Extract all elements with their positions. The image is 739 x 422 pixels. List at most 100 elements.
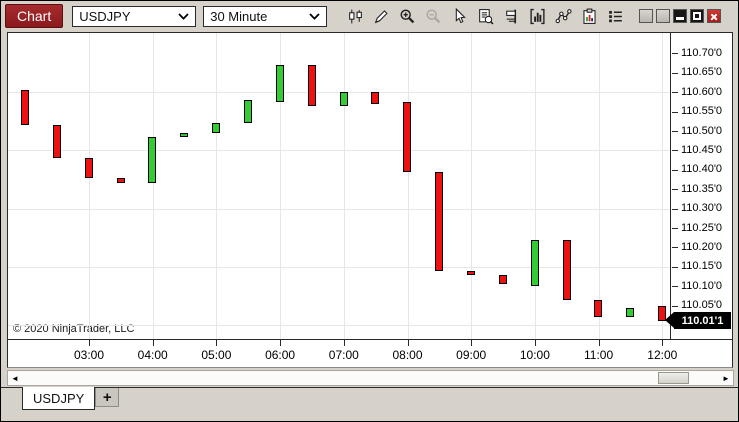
gridline-horizontal: [8, 325, 670, 326]
data-box-button[interactable]: [474, 5, 497, 28]
candle: [21, 90, 29, 126]
price-tick-label: 110.10'0: [681, 279, 723, 292]
close-button[interactable]: [707, 9, 721, 23]
window-extra-button-1[interactable]: [639, 9, 653, 23]
gridline-horizontal: [8, 208, 670, 210]
draw-button[interactable]: [370, 5, 393, 28]
scroll-left-arrow-icon[interactable]: ◄: [11, 373, 19, 383]
candle: [403, 101, 412, 172]
time-tick-mark: [534, 340, 536, 346]
price-tick-mark: [672, 208, 678, 210]
price-tick-label: 110.70'0: [681, 46, 723, 59]
horizontal-scrollbar: ◄ ►: [7, 370, 734, 386]
gridline-vertical: [152, 33, 154, 339]
tab-usdjpy[interactable]: USDJPY: [22, 387, 96, 410]
candle: [562, 239, 571, 300]
price-tick-label: 110.20'0: [681, 240, 723, 253]
time-tick-mark: [280, 340, 282, 346]
last-price-label: 110.01'1: [681, 314, 724, 327]
candle: [466, 270, 475, 276]
properties-button[interactable]: [604, 5, 627, 28]
gridline-vertical: [280, 33, 282, 339]
zoom-in-button[interactable]: [396, 5, 419, 28]
time-tick-label: 09:00: [456, 348, 487, 362]
indicators-icon: [529, 8, 546, 25]
price-tick-mark: [672, 189, 678, 191]
time-tick-label: 07:00: [328, 348, 359, 362]
time-tick-mark: [152, 340, 154, 346]
last-price-marker: 110.01'1: [665, 312, 731, 330]
add-tab-button[interactable]: +: [95, 388, 120, 407]
instrument-selector[interactable]: USDJPY: [72, 5, 197, 27]
cursor-icon: [451, 7, 468, 25]
gridline-horizontal: [8, 150, 670, 152]
scrollbar-thumb[interactable]: [658, 372, 689, 384]
time-tick-label: 04:00: [137, 348, 168, 362]
zoom-out-button[interactable]: [422, 5, 445, 28]
price-tick-label: 110.50'0: [681, 124, 723, 137]
candle: [52, 125, 61, 159]
time-tick-label: 06:00: [265, 348, 296, 362]
candle: [498, 274, 507, 285]
time-tick-mark: [343, 340, 345, 346]
interval-selector[interactable]: 30 Minute: [203, 5, 328, 27]
properties-icon: [607, 8, 624, 25]
toolbar-icons: [344, 5, 627, 28]
price-tick-mark: [672, 266, 678, 268]
candle: [594, 299, 603, 318]
price-plot[interactable]: © 2020 NinjaTrader, LLC: [8, 33, 671, 339]
price-tick-mark: [672, 92, 678, 94]
price-tick-label: 110.15'0: [681, 260, 723, 273]
strategies-button[interactable]: [578, 5, 601, 28]
zoom-in-icon: [399, 8, 416, 25]
time-tick-label: 10:00: [519, 348, 550, 362]
time-tick-mark: [407, 340, 409, 346]
time-tick-label: 11:00: [584, 348, 614, 362]
candle: [212, 123, 221, 133]
gridline-horizontal: [8, 266, 670, 268]
minimize-button[interactable]: [673, 9, 687, 23]
chart-trader-button[interactable]: [500, 5, 523, 28]
window-extra-button-2[interactable]: [656, 9, 670, 23]
price-tick-label: 110.55'0: [681, 105, 723, 118]
cursor-button[interactable]: [448, 5, 471, 28]
zoom-out-icon: [425, 8, 442, 25]
interval-value: 30 Minute: [210, 8, 268, 24]
scroll-right-arrow-icon[interactable]: ►: [722, 373, 730, 383]
time-tick-mark: [216, 340, 218, 346]
price-axis[interactable]: 110.01'1 110.70'0 110.65'0 110.60'0 110.55'…: [665, 33, 732, 339]
price-tick-label: 110.25'0: [681, 221, 723, 234]
price-tick-mark: [672, 247, 678, 249]
scrollbar-track[interactable]: [22, 371, 719, 385]
time-tick-label: 12:00: [647, 348, 678, 362]
candle: [84, 158, 93, 178]
price-tick-mark: [672, 53, 678, 55]
indicators-button[interactable]: [526, 5, 549, 28]
gridline-vertical: [598, 33, 600, 339]
price-tick-mark: [672, 305, 678, 307]
price-tick-label: 110.05'0: [681, 299, 723, 312]
chart-style-button[interactable]: [344, 5, 367, 28]
data-box-icon: [477, 8, 494, 25]
candle: [148, 136, 157, 184]
price-tick-mark: [672, 131, 678, 132]
price-tick-mark: [672, 228, 678, 229]
candle: [180, 132, 189, 137]
time-tick-mark: [89, 340, 90, 346]
gridline-vertical: [343, 33, 345, 339]
price-tick-label: 110.45'0: [681, 143, 723, 156]
drawing-tools-button[interactable]: [552, 5, 575, 28]
price-tick-mark: [672, 286, 678, 288]
time-axis[interactable]: 03:00 04:00 05:00 06:00 07:00 08:00 09:00 10:00…: [7, 340, 733, 368]
candle: [371, 92, 380, 104]
candle: [275, 65, 284, 102]
chevron-down-icon: [178, 12, 189, 20]
candle: [530, 239, 539, 287]
time-tick-label: 03:00: [73, 348, 105, 362]
candle: [626, 307, 635, 318]
gridline-vertical: [662, 33, 664, 339]
maximize-button[interactable]: [690, 9, 704, 23]
gridline-vertical: [534, 33, 536, 339]
draw-icon: [373, 8, 390, 25]
